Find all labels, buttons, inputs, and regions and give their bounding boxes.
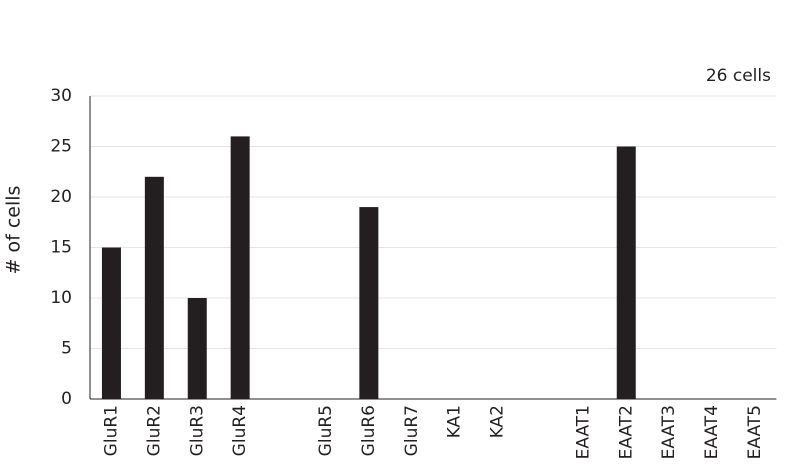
x-tick-label: GluR6 [359,405,379,456]
x-tick-label: EAAT1 [573,405,593,459]
x-tick-label: GluR4 [230,405,250,456]
x-tick-label: KA1 [445,405,465,438]
y-tick-label: 20 [50,187,72,207]
y-tick-label: 25 [50,137,72,157]
y-axis-label: # of cells [3,186,25,275]
x-tick-label: EAAT2 [616,405,636,459]
annotation: 26 cells [706,66,771,86]
bar [359,207,379,399]
bar [144,176,164,399]
x-tick-label: EAAT3 [659,405,679,459]
bar [230,136,250,399]
x-tick-label: EAAT4 [702,405,722,459]
y-tick-label: 5 [61,339,72,359]
y-tick-label: 30 [50,86,72,106]
x-tick-label: GluR7 [402,405,422,456]
y-tick-label: 0 [61,389,72,409]
x-tick-label: GluR1 [101,405,121,456]
bar [101,247,121,399]
x-tick-label: GluR5 [316,405,336,456]
bar [187,298,207,399]
x-tick-label: KA2 [488,405,508,438]
bar [616,146,636,399]
x-tick-label: GluR3 [187,405,207,456]
x-tick-label: GluR2 [144,405,164,456]
y-tick-label: 15 [50,238,72,258]
y-tick-label: 10 [50,288,72,308]
x-tick-label: EAAT5 [745,405,765,459]
